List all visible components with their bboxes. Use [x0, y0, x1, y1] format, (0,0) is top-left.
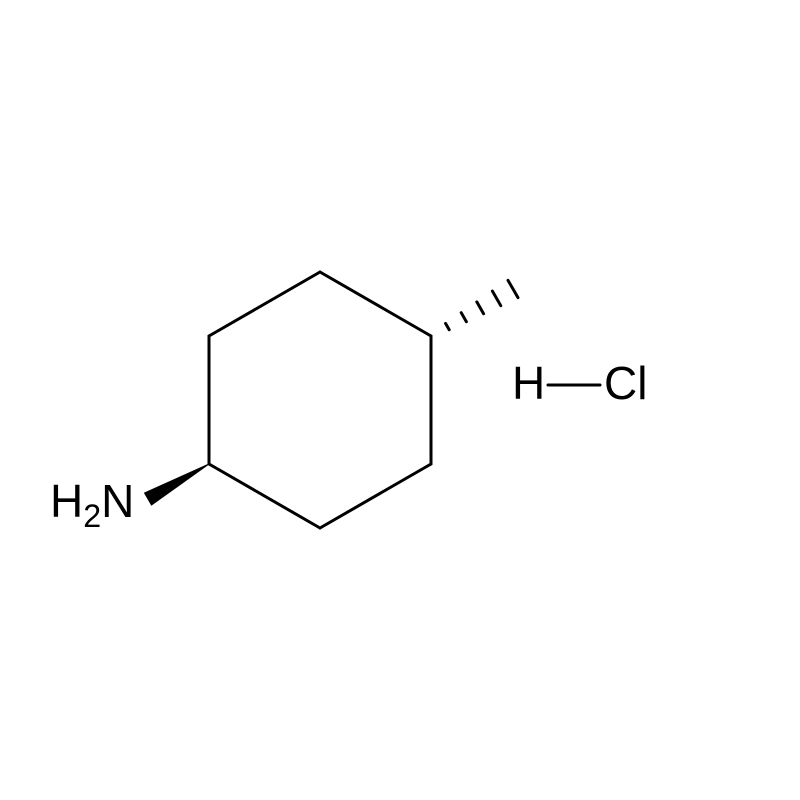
- hcl-h-label: H: [512, 360, 545, 406]
- hcl-cl-label: Cl: [604, 360, 647, 406]
- amine-label: H2N: [50, 478, 134, 524]
- molecule-svg: [0, 0, 800, 800]
- molecule-canvas: H2N H Cl: [0, 0, 800, 800]
